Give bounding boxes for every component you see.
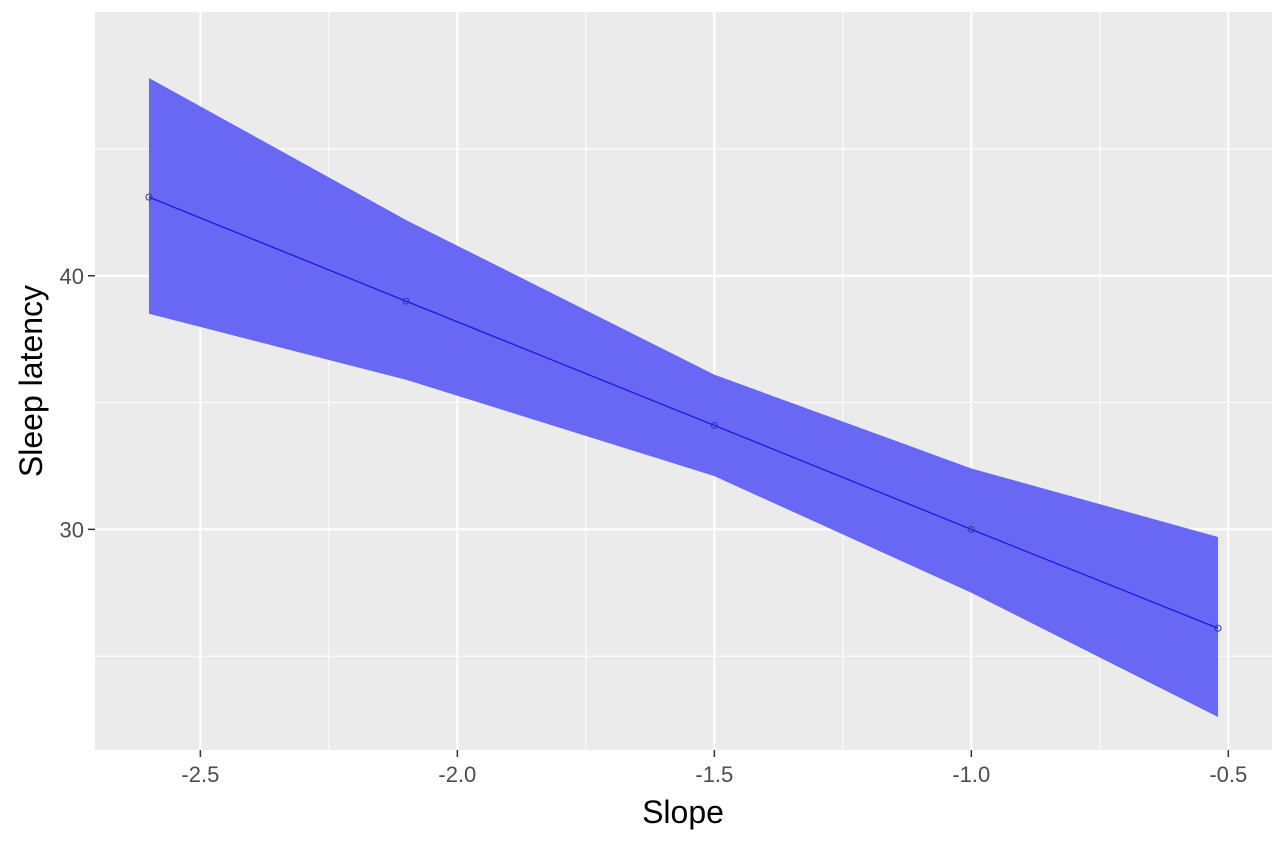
x-tick-label: -1.0 (952, 762, 990, 787)
x-tick-label: -1.5 (695, 762, 733, 787)
x-axis-ticks: -2.5 -2.0 -1.5 -1.0 -0.5 (181, 750, 1247, 787)
data-point (967, 525, 975, 533)
x-tick-label: -2.5 (181, 762, 219, 787)
x-tick-label: -2.0 (438, 762, 476, 787)
fit-line (148, 196, 1219, 629)
confidence-band (148, 77, 1219, 718)
y-axis-title: Sleep latency (13, 285, 49, 477)
data-point (145, 193, 153, 201)
x-tick-label: -0.5 (1209, 762, 1247, 787)
data-point (710, 421, 718, 429)
data-point (402, 297, 410, 305)
y-tick-label: 40 (60, 264, 84, 289)
y-tick-label: 30 (60, 517, 84, 542)
data-point (1214, 624, 1222, 632)
y-axis-ticks: 30 40 (60, 264, 95, 542)
data-points (145, 193, 1222, 632)
x-axis-title: Slope (642, 794, 724, 830)
